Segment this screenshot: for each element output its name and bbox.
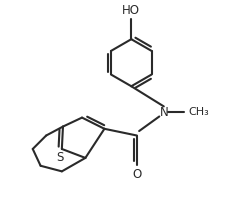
Text: O: O <box>132 168 142 181</box>
Text: N: N <box>159 106 168 118</box>
Text: HO: HO <box>122 4 140 17</box>
Text: CH₃: CH₃ <box>188 107 209 117</box>
Text: S: S <box>56 151 63 164</box>
